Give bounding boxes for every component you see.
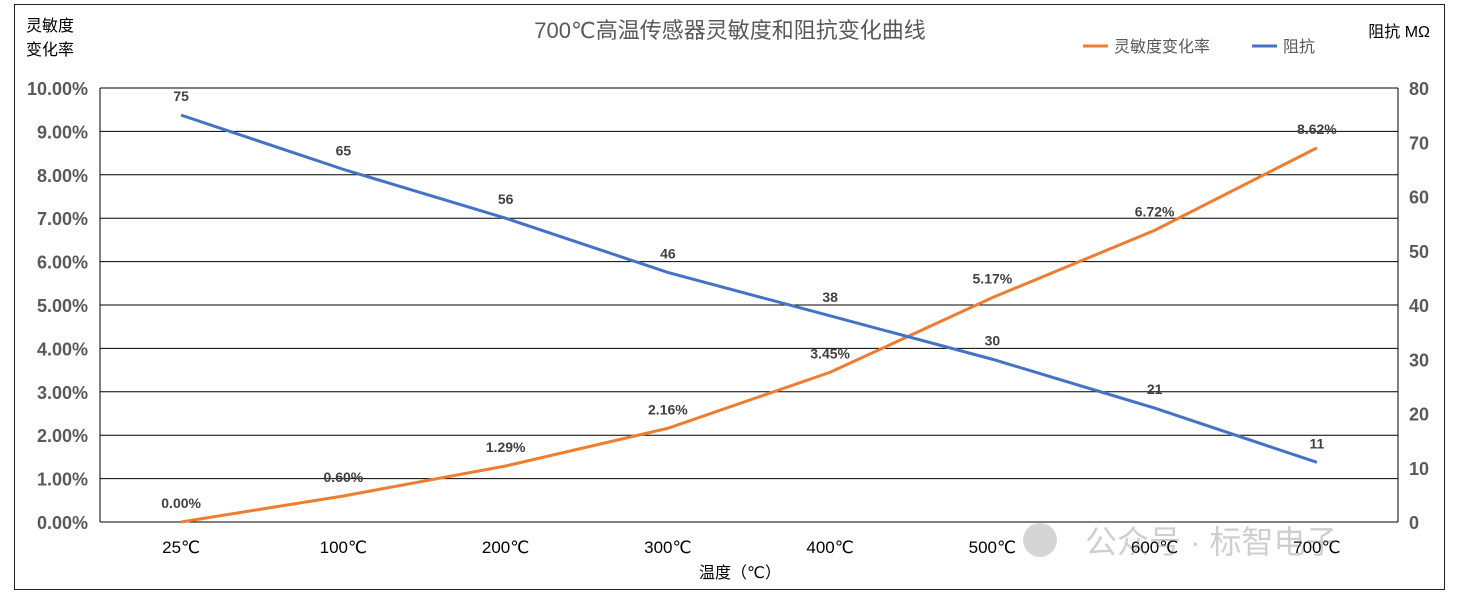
y-left-label-line2: 变化率 (26, 41, 74, 59)
x-axis-label: 温度（℃） (699, 564, 781, 582)
y-right-label: 阻抗 MΩ (1368, 23, 1430, 41)
y-left-tick-label: 3.00% (37, 383, 88, 403)
data-label: 30 (985, 332, 1001, 348)
data-label: 1.29% (486, 439, 526, 455)
data-label: 65 (336, 142, 352, 158)
x-tick-label: 700℃ (1293, 538, 1340, 557)
y-right-tick-label: 50 (1409, 242, 1429, 262)
y-right-tick-label: 20 (1409, 405, 1429, 425)
wechat-icon (1023, 523, 1057, 557)
y-left-tick-label: 2.00% (37, 426, 88, 446)
chart-title: 700℃高温传感器灵敏度和阻抗变化曲线 (534, 18, 925, 43)
x-tick-label: 100℃ (320, 538, 367, 557)
y-left-tick-label: 10.00% (27, 79, 88, 99)
data-label: 0.00% (161, 495, 201, 511)
y-left-tick-label: 7.00% (37, 209, 88, 229)
data-label: 8.62% (1297, 121, 1337, 137)
data-label: 5.17% (973, 271, 1013, 287)
y-right-tick-label: 0 (1409, 513, 1419, 533)
y-left-tick-label: 9.00% (37, 122, 88, 142)
y-left-tick-label: 8.00% (37, 166, 88, 186)
y-right-tick-label: 70 (1409, 133, 1429, 153)
y-left-tick-label: 6.00% (37, 253, 88, 273)
y-right-tick-label: 60 (1409, 188, 1429, 208)
x-tick-label: 500℃ (969, 538, 1016, 557)
y-left-tick-label: 5.00% (37, 296, 88, 316)
data-label: 75 (173, 88, 189, 104)
y-right-tick-label: 30 (1409, 350, 1429, 370)
watermark-text: 公众号 · 标智电子 (1085, 524, 1337, 560)
y-right-tick-label: 40 (1409, 296, 1429, 316)
y-left-tick-label: 4.00% (37, 339, 88, 359)
data-label: 46 (660, 245, 676, 261)
data-label: 21 (1147, 381, 1163, 397)
data-label: 11 (1309, 435, 1324, 451)
y-left-label-line1: 灵敏度 (26, 17, 74, 35)
data-label: 3.45% (810, 345, 850, 361)
legend-label-sensitivity: 灵敏度变化率 (1114, 38, 1210, 56)
x-tick-label: 400℃ (806, 538, 853, 557)
chart-border (14, 4, 1445, 590)
data-label: 0.60% (324, 469, 364, 485)
y-left-tick-label: 1.00% (37, 470, 88, 490)
x-tick-label: 300℃ (644, 538, 691, 557)
y-right-tick-label: 10 (1409, 459, 1429, 479)
y-right-tick-label: 80 (1409, 79, 1429, 99)
legend-label-resistance: 阻抗 (1283, 38, 1315, 56)
data-label: 38 (822, 289, 838, 305)
data-label: 2.16% (648, 401, 688, 417)
x-tick-label: 600℃ (1131, 538, 1178, 557)
watermark: 公众号 · 标智电子 (1023, 523, 1337, 560)
legend: 灵敏度变化率 阻抗 (1083, 38, 1315, 56)
data-label: 6.72% (1135, 203, 1175, 219)
x-tick-label: 200℃ (482, 538, 529, 557)
y-left-tick-label: 0.00% (37, 513, 88, 533)
series-line-resistance (180, 113, 1318, 464)
data-label: 56 (498, 191, 514, 207)
x-tick-label: 25℃ (162, 538, 200, 557)
series-line-sensitivity (180, 146, 1318, 524)
